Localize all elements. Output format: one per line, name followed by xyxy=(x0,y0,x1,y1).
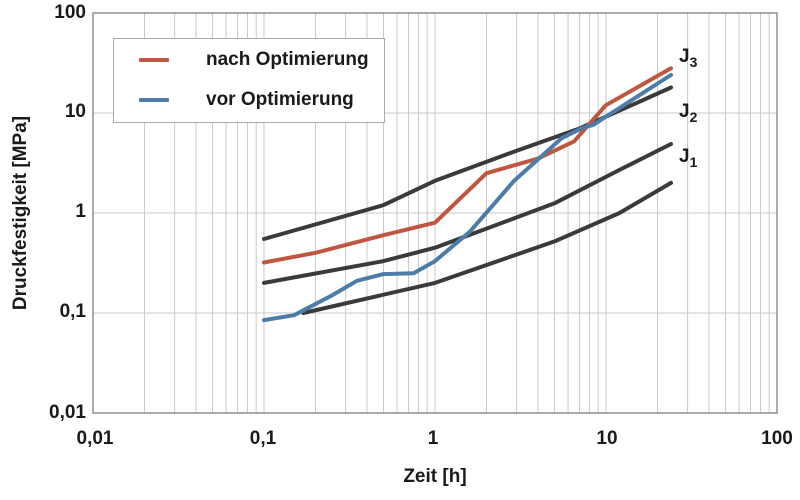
y-tick-0-1: 0,1 xyxy=(59,301,86,322)
legend-label: nach Optimierung xyxy=(206,49,369,70)
legend-swatch-nach-optimierung xyxy=(139,58,169,62)
x-tick-10: 10 xyxy=(596,428,618,449)
series-line-nach-optimierung xyxy=(262,66,673,265)
series-line-vor-optimierung xyxy=(262,73,673,323)
x-tick-100: 100 xyxy=(761,428,793,449)
x-tick-1: 1 xyxy=(427,428,439,449)
legend-swatch-vor-optimierung xyxy=(139,98,169,102)
legend-item-nach-optimierung: nach Optimierung xyxy=(114,48,369,72)
legend-item-vor-optimierung: vor Optimierung xyxy=(114,88,354,112)
x-tick-0-1: 0,1 xyxy=(249,428,277,449)
series-line-j2 xyxy=(262,142,673,285)
legend-label: vor Optimierung xyxy=(206,89,354,110)
line-label-j2: J2 xyxy=(679,101,698,125)
y-tick-1: 1 xyxy=(75,201,86,222)
line-label-j3: J3 xyxy=(679,46,698,70)
y-axis-title: Druckfestigkeit [MPa] xyxy=(10,115,31,311)
y-tick-10: 10 xyxy=(64,101,86,122)
y-tick-0-01: 0,01 xyxy=(49,402,86,423)
line-label-j1: J1 xyxy=(679,146,698,170)
x-tick-0-01: 0,01 xyxy=(76,428,114,449)
series-line-j1 xyxy=(301,180,673,315)
y-tick-100: 100 xyxy=(54,2,86,23)
legend: nach Optimierung vor Optimierung xyxy=(113,38,385,123)
plot-frame xyxy=(92,12,778,414)
x-axis-title: Zeit [h] xyxy=(403,466,467,487)
